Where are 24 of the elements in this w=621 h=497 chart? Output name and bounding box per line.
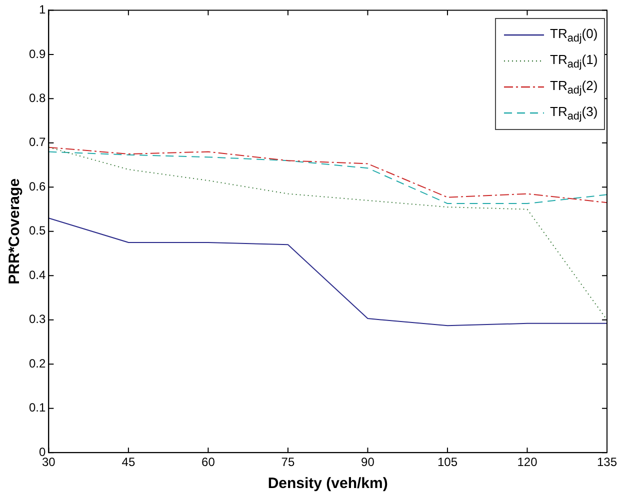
x-axis-title: Density (veh/km)	[268, 475, 388, 492]
legend-label: TR$_{adj}$(3)	[550, 104, 598, 122]
legend-label: TR$_{adj}$(0)	[550, 26, 598, 44]
y-tick-label: 0.7	[28, 135, 46, 150]
y-tick-label: 0.1	[28, 400, 46, 415]
y-tick-label: 1	[38, 2, 46, 17]
line-series	[48, 146, 607, 320]
x-tick-label: 45	[122, 455, 136, 470]
x-tick-label: 75	[281, 455, 295, 470]
y-tick-label: 0.4	[28, 268, 46, 282]
x-tick-label: 90	[361, 455, 375, 470]
y-axis-title: PRR*Coverage	[6, 178, 24, 284]
legend-label: TR$_{adj}$(2)	[550, 78, 598, 96]
x-tick-label: 120	[517, 455, 538, 470]
y-tick-label: 0.6	[28, 179, 46, 194]
y-tick-label: 0.2	[28, 356, 46, 370]
x-tick-label: 60	[202, 455, 216, 470]
legend-label: TR$_{adj}$(1)	[550, 52, 598, 70]
y-tick-label: 0.3	[28, 312, 46, 326]
x-tick-label: 135	[596, 455, 618, 470]
x-tick-label: 105	[437, 455, 458, 470]
y-tick-label: 0.8	[28, 90, 46, 105]
y-tick-label: 0.9	[28, 46, 46, 61]
y-tick-label: 0.5	[28, 224, 46, 238]
